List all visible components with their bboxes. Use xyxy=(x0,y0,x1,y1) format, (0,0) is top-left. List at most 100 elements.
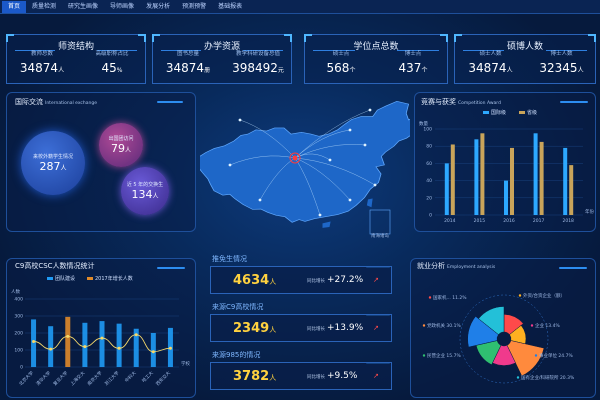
x-tick-label: 复旦大学 xyxy=(52,369,70,387)
china-map: 南海诸岛 xyxy=(200,100,410,239)
stat-value: 45% xyxy=(77,61,147,75)
awards-title: 竞赛与获奖 Competition Award xyxy=(421,98,501,106)
map-city-dot xyxy=(373,183,377,187)
up-arrow-icon: ↗ xyxy=(373,372,379,380)
stat-number: 34874 xyxy=(468,61,507,75)
map-city-dot xyxy=(318,213,322,217)
title-rule xyxy=(397,50,439,51)
stat-value: 34874人 xyxy=(455,61,526,75)
map-city-dot xyxy=(348,198,352,202)
title-accent xyxy=(157,267,185,269)
intl-exchange-panel: 国际交流 International exchange 来校外籍学生情况 287人… xyxy=(6,92,196,232)
nav-tab[interactable]: 首页 xyxy=(2,0,27,13)
map-route xyxy=(294,157,321,216)
employment-label: 事业单位 24.7% xyxy=(539,352,573,359)
map-route xyxy=(239,119,296,159)
bar xyxy=(563,147,568,215)
stat-label: 博士点 xyxy=(404,51,422,57)
bar xyxy=(474,139,479,215)
bar xyxy=(510,147,514,215)
stat-value: 32345人 xyxy=(526,61,597,75)
capital-marker xyxy=(289,152,301,164)
stat-value: 34874人 xyxy=(7,61,77,75)
stat-unit: 人 xyxy=(58,67,65,74)
stat-card: 学位点总数 硕士点 568个 博士点 437个 xyxy=(304,34,448,84)
nav-tab[interactable]: 发展分析 xyxy=(146,2,171,10)
stat-number: 32345 xyxy=(539,61,578,75)
hainan-island xyxy=(322,221,331,228)
stat-label: 图书总量 xyxy=(176,51,199,57)
x-axis-end-label: 年份 xyxy=(585,208,594,215)
title-accent xyxy=(559,267,587,269)
x-tick-label: 上海交大 xyxy=(69,369,87,387)
up-arrow-icon: ↗ xyxy=(373,276,379,284)
growth-caption: 同比增长 xyxy=(307,279,325,284)
card-title: 办学资源 xyxy=(203,42,240,52)
title-rule xyxy=(313,50,355,51)
map-routes xyxy=(228,108,377,217)
x-tick-label: 2014 xyxy=(444,218,456,224)
y-tick-label: 20 xyxy=(426,195,432,201)
stat-number: 34874 xyxy=(165,61,205,75)
south-sea-inset xyxy=(369,209,391,235)
bar xyxy=(82,322,88,367)
nav-tab[interactable]: 质量检测 xyxy=(32,2,57,10)
trend-point xyxy=(32,340,36,343)
trend-point xyxy=(83,345,87,349)
bar xyxy=(539,141,544,215)
bar xyxy=(31,319,37,367)
map-land xyxy=(200,100,410,223)
nav-tab[interactable]: 研究生画像 xyxy=(68,2,99,10)
stat-label: 教学科研设备总值 xyxy=(235,51,280,57)
middle-unit: 人 xyxy=(269,326,277,334)
growth-caption: 同比增长 xyxy=(307,375,325,380)
legend-label: 团队建设 xyxy=(55,275,75,282)
trend-point xyxy=(134,333,138,337)
employment-label: 国有企业/科研院所 20.3% xyxy=(521,374,575,381)
legend-swatch xyxy=(47,277,53,280)
label-dot xyxy=(422,354,426,357)
map-city-dot xyxy=(238,118,242,122)
growth-percent: +27.2% xyxy=(327,275,364,285)
x-tick-label: 2017 xyxy=(533,218,545,224)
y-tick-label: 400 xyxy=(14,297,23,303)
stat-unit: % xyxy=(116,67,123,74)
map-route xyxy=(294,157,376,186)
middle-number: 4634 xyxy=(233,273,270,288)
x-tick-label: 2016 xyxy=(503,218,515,224)
y-tick-label: 40 xyxy=(426,178,432,184)
trend-point xyxy=(100,336,104,340)
y-tick-label: 80 xyxy=(426,144,432,150)
y-axis-label: 人数 xyxy=(11,288,20,295)
title-rule xyxy=(97,50,137,51)
stat-number: 398492 xyxy=(232,61,278,75)
stat-number: 568 xyxy=(326,61,350,75)
nav-tab[interactable]: 导师画像 xyxy=(110,2,135,10)
map-city-dot xyxy=(363,143,367,147)
map-route xyxy=(294,157,351,201)
middle-unit: 人 xyxy=(269,374,277,382)
growth-percent: +13.9% xyxy=(327,323,364,333)
bar xyxy=(504,180,508,215)
employment-chart: 国家机... 11.2% 外资/合资企业（额） 党政机关 30.1% 企业 13.4%… xyxy=(422,292,575,384)
stat-number: 34874 xyxy=(19,61,59,75)
stat-label: 博士人数 xyxy=(550,51,573,57)
exchange-students-bubble: 近 5 年的交换生 134人 xyxy=(121,167,169,215)
stat-value: 398492元 xyxy=(223,61,293,75)
csc-panel: C9高校CSC人数情况统计 团队建设 2017年增长人数 人数 0 100 200 300 4… xyxy=(6,258,196,398)
stat-card: 办学资源 图书总量 34874册 教学科研设备总值 398492元 xyxy=(152,34,292,84)
map-city-dot xyxy=(228,163,232,167)
nav-tab[interactable]: 基础报表 xyxy=(218,2,243,10)
legend-label: 省级 xyxy=(527,109,537,116)
up-arrow-icon: ↗ xyxy=(373,324,379,332)
y-tick-label: 100 xyxy=(423,127,432,133)
legend-label: 国际级 xyxy=(491,109,506,116)
bar xyxy=(444,163,449,215)
csc-title: C9高校CSC人数情况统计 xyxy=(15,262,95,270)
label-dot xyxy=(534,354,538,357)
nav-tab[interactable]: 预测预警 xyxy=(182,2,207,10)
legend-label: 2017年增长人数 xyxy=(95,275,133,282)
south-sea-label: 南海诸岛 xyxy=(371,232,389,239)
x-tick-label: 清华大学 xyxy=(34,369,52,387)
bar xyxy=(480,133,485,215)
